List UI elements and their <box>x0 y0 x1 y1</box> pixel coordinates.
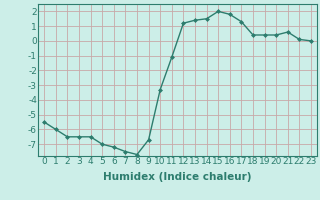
X-axis label: Humidex (Indice chaleur): Humidex (Indice chaleur) <box>103 172 252 182</box>
